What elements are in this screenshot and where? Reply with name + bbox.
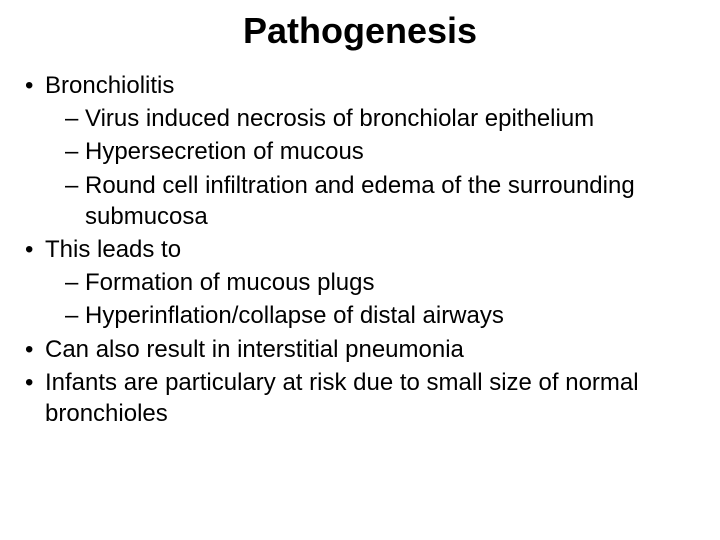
list-item: Hyperinflation/collapse of distal airway… <box>20 300 700 331</box>
list-item: Can also result in interstitial pneumoni… <box>20 334 700 365</box>
list-item: Bronchiolitis <box>20 70 700 101</box>
slide-title: Pathogenesis <box>20 10 700 52</box>
list-item: Virus induced necrosis of bronchiolar ep… <box>20 103 700 134</box>
list-item: Formation of mucous plugs <box>20 267 700 298</box>
slide-content: Bronchiolitis Virus induced necrosis of … <box>20 70 700 429</box>
list-item: Hypersecretion of mucous <box>20 136 700 167</box>
list-item: Infants are particulary at risk due to s… <box>20 367 700 429</box>
list-item: Round cell infiltration and edema of the… <box>20 170 700 232</box>
list-item: This leads to <box>20 234 700 265</box>
